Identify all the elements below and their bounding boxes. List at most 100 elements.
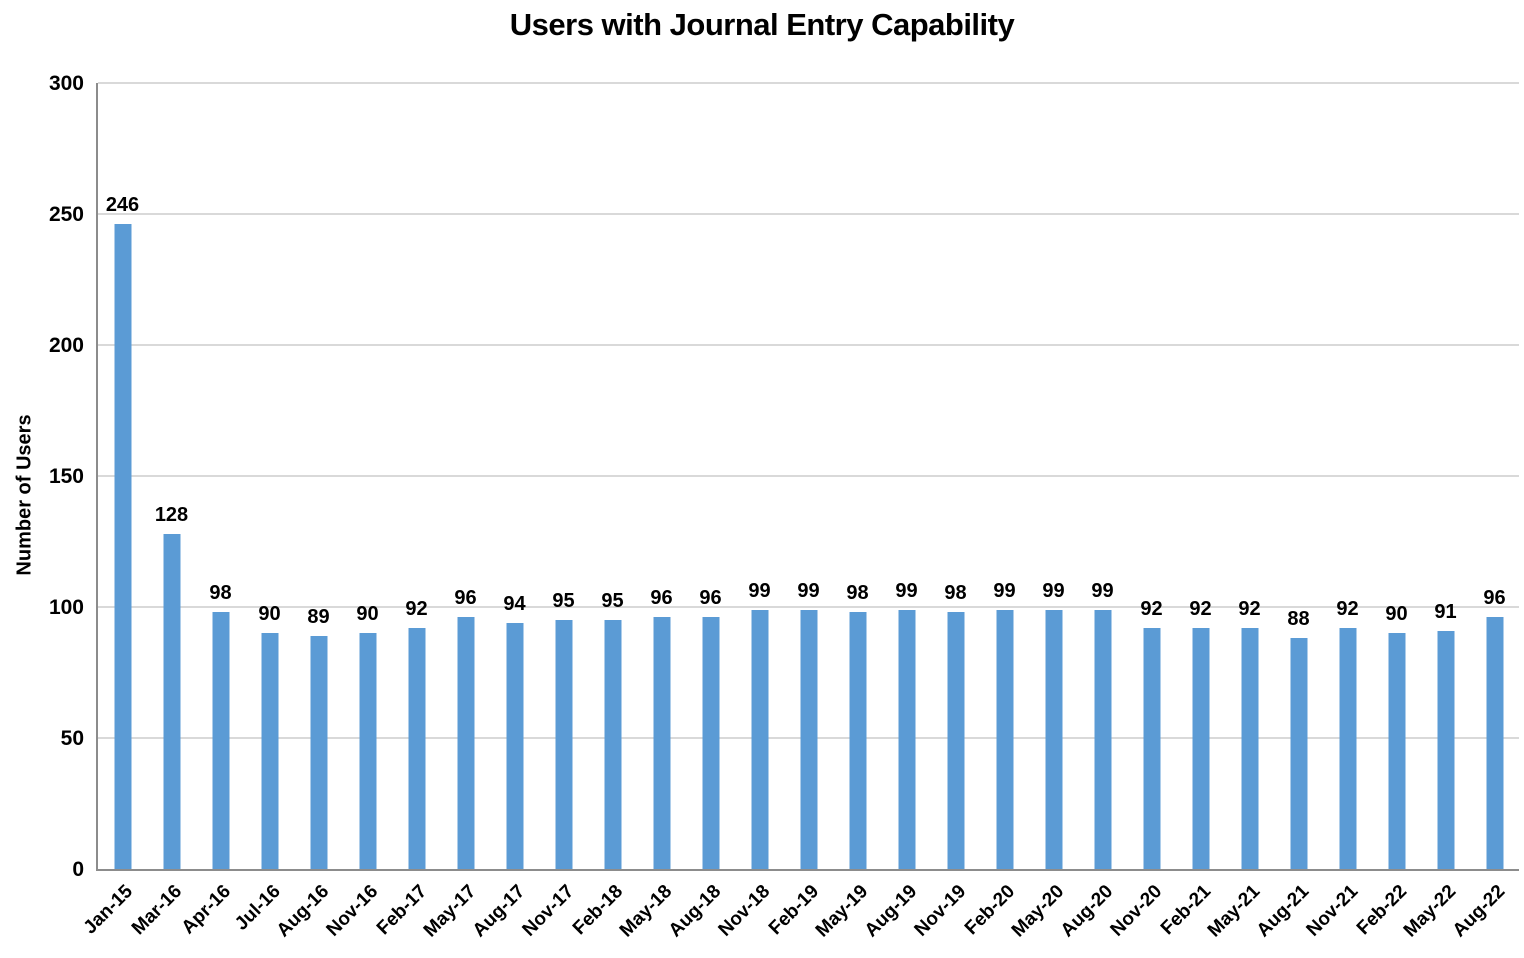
bar-Feb-21 (1192, 627, 1209, 869)
bar-Nov-18 (751, 609, 768, 869)
bar-May-20 (1045, 609, 1062, 869)
bar-Nov-16 (359, 633, 376, 869)
bar-data-label-Feb-21: 92 (1189, 597, 1212, 620)
bar-slot-Nov-21: 92 (1323, 83, 1372, 869)
bar-data-label-Nov-21: 92 (1336, 597, 1359, 620)
bar-data-label-Aug-22: 96 (1483, 587, 1506, 610)
bar-slot-Aug-18: 96 (686, 83, 735, 869)
chart-title: Users with Journal Entry Capability (509, 7, 1015, 42)
bar-slot-Feb-20: 99 (980, 83, 1029, 869)
bar-Nov-20 (1143, 627, 1160, 869)
bar-data-label-May-20: 99 (1042, 579, 1065, 602)
bar-data-label-Nov-16: 90 (356, 603, 379, 626)
gridline-250 (98, 213, 1519, 215)
bar-Feb-19 (800, 609, 817, 869)
bar-slot-May-22: 91 (1421, 83, 1470, 869)
bar-slot-Aug-22: 96 (1470, 83, 1519, 869)
bar-Feb-17 (408, 627, 425, 869)
bar-slot-Mar-16: 128 (147, 83, 196, 869)
bar-slot-Aug-20: 99 (1078, 83, 1127, 869)
y-tick-label-100: 100 (48, 596, 84, 619)
bar-Nov-17 (555, 620, 572, 869)
bar-Aug-21 (1290, 638, 1307, 869)
bar-data-label-Feb-17: 92 (405, 597, 428, 620)
bars-container: 246 128 98 90 89 90 92 96 94 95 95 96 96 99 99 98 99 98 99… (98, 83, 1519, 869)
gridline-100 (98, 606, 1519, 609)
bar-slot-Nov-20: 92 (1127, 83, 1176, 869)
bar-slot-May-17: 96 (441, 83, 490, 869)
bar-data-label-Aug-21: 88 (1287, 608, 1310, 631)
bar-data-label-Feb-22: 90 (1385, 603, 1408, 626)
bar-May-17 (457, 617, 474, 869)
bar-Aug-22 (1486, 617, 1503, 869)
bar-slot-Aug-17: 94 (490, 83, 539, 869)
bar-slot-Feb-19: 99 (784, 83, 833, 869)
x-tick-label-Jan-15: Jan-15 (79, 881, 138, 939)
bar-slot-Jul-16: 90 (245, 83, 294, 869)
bar-data-label-Nov-19: 98 (944, 582, 967, 605)
bar-slot-May-19: 98 (833, 83, 882, 869)
bar-slot-Nov-18: 99 (735, 83, 784, 869)
bar-Feb-22 (1388, 633, 1405, 869)
bar-Jan-15 (114, 224, 131, 869)
bar-slot-Aug-19: 99 (882, 83, 931, 869)
bar-Aug-16 (310, 635, 327, 869)
bar-data-label-Apr-16: 98 (209, 582, 232, 605)
bar-data-label-Mar-16: 128 (154, 503, 189, 526)
y-tick-label-150: 150 (48, 465, 84, 488)
gridline-300 (98, 82, 1519, 84)
bar-data-label-May-18: 96 (650, 587, 673, 610)
bar-slot-Aug-21: 88 (1274, 83, 1323, 869)
bar-Aug-17 (506, 622, 523, 869)
bar-slot-May-21: 92 (1225, 83, 1274, 869)
bar-data-label-Feb-20: 99 (993, 579, 1016, 602)
bar-data-label-Nov-17: 95 (552, 590, 575, 613)
bar-Feb-20 (996, 609, 1013, 869)
x-tick-slot-Aug-22: Aug-22 (1449, 879, 1519, 958)
bar-data-label-Aug-17: 94 (503, 592, 526, 615)
bar-data-label-Jan-15: 246 (105, 194, 140, 217)
bar-data-label-Feb-19: 99 (797, 579, 820, 602)
y-tick-label-200: 200 (48, 334, 84, 357)
bar-May-21 (1241, 627, 1258, 869)
bar-Nov-19 (947, 612, 964, 869)
bar-data-label-May-22: 91 (1434, 600, 1457, 623)
bar-data-label-May-21: 92 (1238, 597, 1261, 620)
gridline-150 (98, 475, 1519, 477)
bar-slot-Feb-17: 92 (392, 83, 441, 869)
bar-Aug-19 (898, 609, 915, 869)
bar-Feb-18 (604, 620, 621, 869)
y-tick-label-250: 250 (48, 203, 84, 226)
bar-slot-Nov-16: 90 (343, 83, 392, 869)
bar-data-label-Nov-20: 92 (1140, 597, 1163, 620)
bar-slot-Aug-16: 89 (294, 83, 343, 869)
bar-slot-Feb-21: 92 (1176, 83, 1225, 869)
y-axis-tick-labels: 0 50 100 150 200 250 300 (0, 73, 84, 880)
gridline-200 (98, 344, 1519, 347)
bar-slot-Nov-17: 95 (539, 83, 588, 869)
bar-May-18 (653, 617, 670, 869)
bar-Apr-16 (212, 612, 229, 869)
bar-data-label-Jul-16: 90 (258, 603, 281, 626)
bar-slot-Jan-15: 246 (98, 83, 147, 869)
bar-Mar-16 (163, 533, 180, 869)
plot-area: 246 128 98 90 89 90 92 96 94 95 95 96 96 99 99 98 99 98 99… (96, 82, 1519, 871)
bar-Jul-16 (261, 633, 278, 869)
bar-data-label-Nov-18: 99 (748, 579, 771, 602)
bar-Aug-18 (702, 617, 719, 869)
x-axis-tick-labels: Jan-15 Mar-16 Apr-16 Jul-16 Aug-16 Nov-16 Feb-… (80, 879, 1519, 958)
bar-Nov-21 (1339, 627, 1356, 869)
bar-slot-Feb-22: 90 (1372, 83, 1421, 869)
bar-May-19 (849, 612, 866, 869)
bar-slot-Feb-18: 95 (588, 83, 637, 869)
bar-data-label-Aug-16: 89 (307, 605, 330, 628)
y-tick-label-0: 0 (72, 858, 84, 881)
bar-May-22 (1437, 630, 1454, 869)
y-tick-label-300: 300 (48, 72, 84, 95)
bar-Aug-20 (1094, 609, 1111, 869)
bar-slot-May-20: 99 (1029, 83, 1078, 869)
bar-slot-Nov-19: 98 (931, 83, 980, 869)
bar-slot-May-18: 96 (637, 83, 686, 869)
bar-data-label-Aug-19: 99 (895, 579, 918, 602)
